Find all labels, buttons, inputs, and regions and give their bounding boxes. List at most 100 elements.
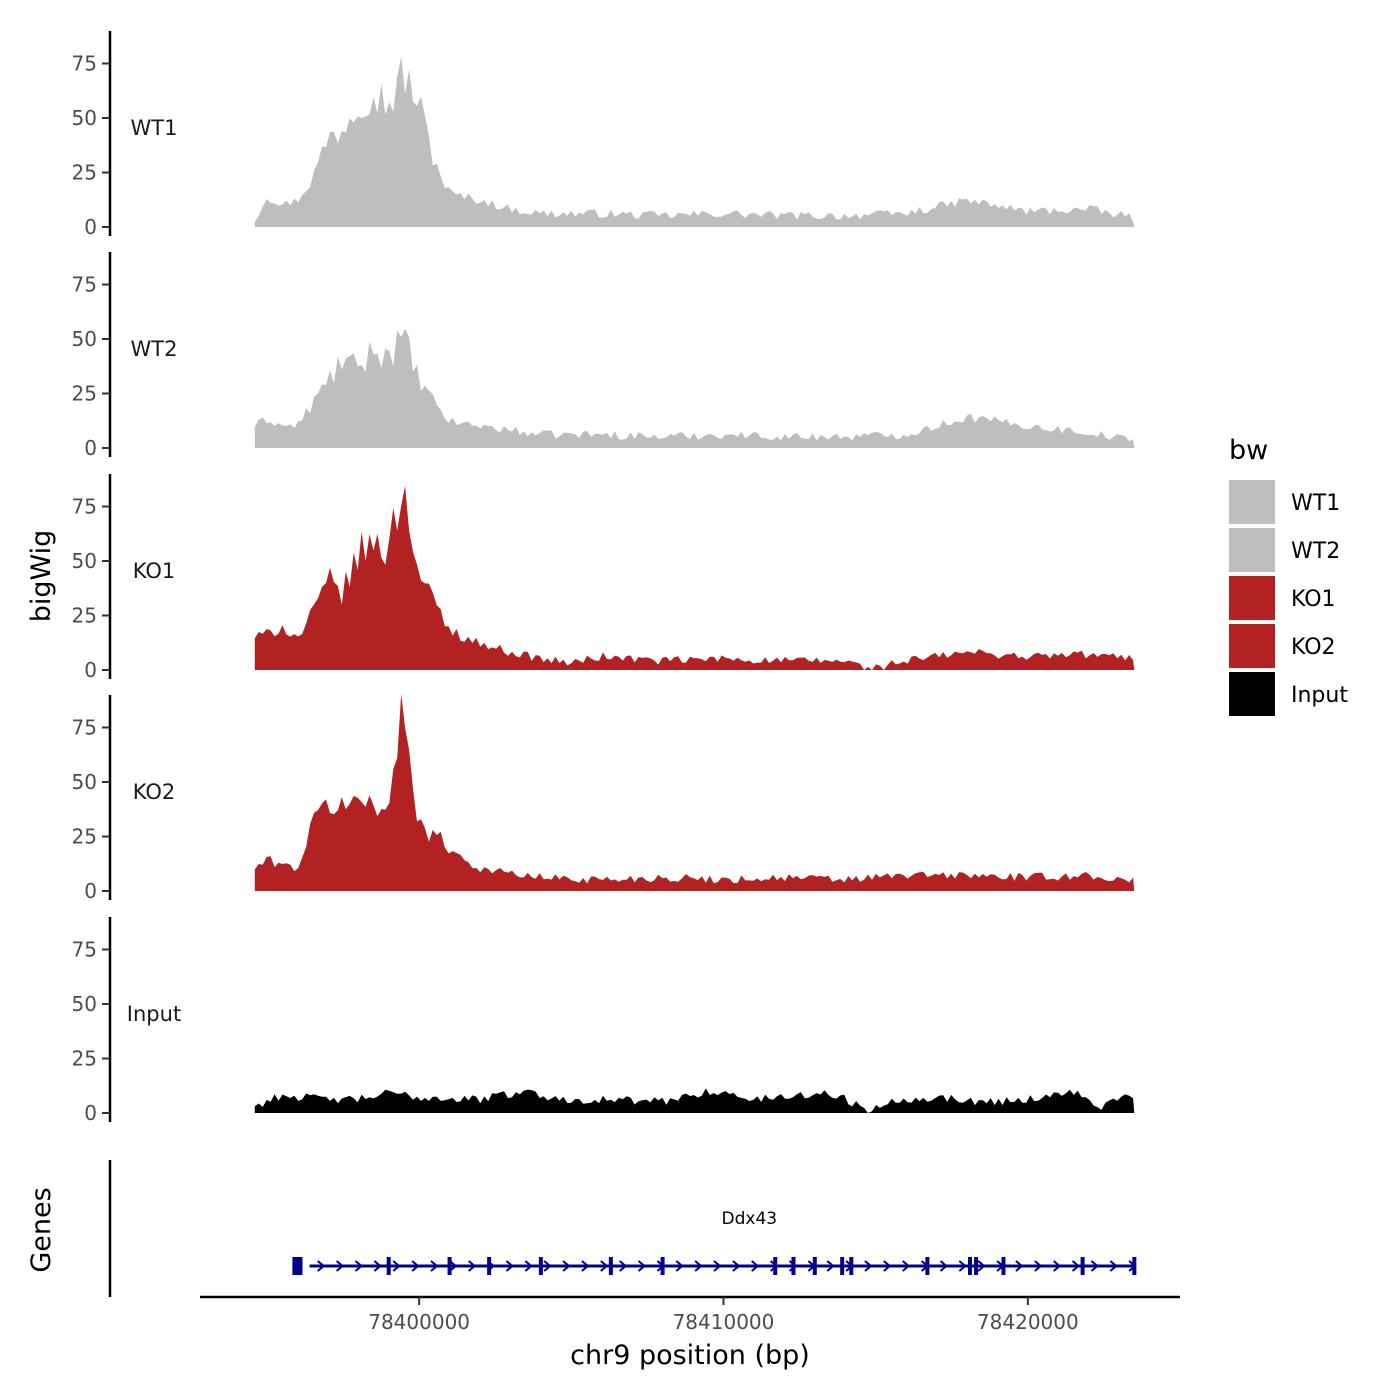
strand-arrow xyxy=(732,1260,741,1272)
strand-arrow xyxy=(581,1260,590,1272)
y-tick-label: 50 xyxy=(72,106,97,130)
strand-arrow xyxy=(543,1260,552,1272)
y-tick-label: 75 xyxy=(72,495,97,519)
strand-arrow xyxy=(864,1260,873,1272)
y-tick-label: 75 xyxy=(72,938,97,962)
exon xyxy=(608,1257,613,1275)
y-tick-label: 0 xyxy=(84,1101,97,1125)
strand-arrow xyxy=(675,1260,684,1272)
strand-arrow xyxy=(392,1260,401,1272)
y-tick-label: 25 xyxy=(72,161,97,185)
genes-panel-title: Genes xyxy=(26,1187,57,1272)
strand-arrow xyxy=(1090,1260,1099,1272)
legend-label-input: Input xyxy=(1291,683,1348,708)
strand-arrow xyxy=(1034,1260,1043,1272)
y-tick-label: 75 xyxy=(72,52,97,76)
legend-label-wt1: WT1 xyxy=(1291,491,1340,516)
strand-arrow xyxy=(562,1260,571,1272)
y-tick-label: 0 xyxy=(84,215,97,239)
legend-label-wt2: WT2 xyxy=(1291,539,1340,564)
strand-arrow xyxy=(883,1260,892,1272)
legend: bw WT1 WT2 KO1 KO2 Input xyxy=(1229,435,1348,716)
strand-arrow xyxy=(1053,1260,1062,1272)
legend-key-input xyxy=(1229,672,1275,716)
strand-arrow xyxy=(354,1260,364,1272)
exon xyxy=(849,1257,854,1275)
track-ko1: KO1 xyxy=(133,485,1135,670)
track-label-input: Input xyxy=(127,1002,181,1026)
track-area-input xyxy=(254,1088,1135,1113)
exon xyxy=(292,1257,303,1275)
exon xyxy=(968,1257,972,1275)
exon xyxy=(538,1257,543,1275)
track-area-ko2 xyxy=(254,694,1135,891)
exon xyxy=(974,1257,979,1275)
strand-arrow xyxy=(826,1260,835,1272)
track-label-ko2: KO2 xyxy=(133,780,176,804)
exon xyxy=(1080,1257,1085,1275)
strand-arrow xyxy=(977,1260,986,1272)
legend-key-wt1 xyxy=(1229,480,1275,524)
y-tick-label: 0 xyxy=(84,879,97,903)
track-area-wt1 xyxy=(254,56,1135,227)
strand-arrow xyxy=(373,1260,382,1272)
y-tick-label: 50 xyxy=(72,327,97,351)
track-label-wt2: WT2 xyxy=(131,337,178,361)
y-tick-label: 25 xyxy=(72,825,97,849)
y-tick-label: 0 xyxy=(84,658,97,682)
strand-arrow xyxy=(335,1260,345,1272)
y-tick-label: 50 xyxy=(72,770,97,794)
strand-arrow xyxy=(1015,1260,1024,1272)
gene-ddx43: Ddx43 xyxy=(292,1209,1137,1275)
exon xyxy=(660,1257,665,1275)
exon xyxy=(298,1257,303,1275)
strand-arrow xyxy=(430,1260,439,1272)
legend-key-ko1 xyxy=(1229,576,1275,620)
gene-track: Ddx43 xyxy=(292,1209,1137,1275)
strand-arrow xyxy=(694,1260,703,1272)
exon xyxy=(447,1257,452,1275)
coverage-tracks: WT1 WT2 KO1 KO2 Input xyxy=(127,56,1135,1113)
strand-arrow xyxy=(505,1260,514,1272)
legend-label-ko2: KO2 xyxy=(1291,635,1336,660)
x-tick-label: 78420000 xyxy=(977,1310,1079,1334)
y-tick-label: 50 xyxy=(72,992,97,1016)
strand-arrow xyxy=(411,1260,420,1272)
strand-arrow xyxy=(449,1260,458,1272)
strand-arrow xyxy=(713,1260,722,1272)
exon xyxy=(812,1257,817,1275)
exon xyxy=(773,1257,778,1275)
track-area-ko1 xyxy=(254,485,1135,670)
track-area-wt2 xyxy=(254,328,1135,448)
strand-arrow xyxy=(600,1260,609,1272)
track-wt2: WT2 xyxy=(131,328,1135,448)
strand-arrow xyxy=(751,1260,760,1272)
y-tick-label: 25 xyxy=(72,604,97,628)
legend-label-ko1: KO1 xyxy=(1291,587,1336,612)
gene-label: Ddx43 xyxy=(722,1209,778,1229)
axes: 0 25 50 75 0 25 50 75 0 25 50 75 0 25 50 75 0 25 50 75 78400… xyxy=(72,31,1180,1334)
exon xyxy=(386,1257,391,1275)
exon xyxy=(1001,1257,1006,1275)
legend-key-wt2 xyxy=(1229,528,1275,572)
exon xyxy=(840,1257,845,1275)
exon xyxy=(487,1257,492,1275)
strand-arrow xyxy=(902,1260,911,1272)
strand-arrow xyxy=(958,1260,967,1272)
y-tick-label: 0 xyxy=(84,436,97,460)
y-tick-label: 50 xyxy=(72,549,97,573)
exon xyxy=(1132,1257,1137,1275)
track-label-ko1: KO1 xyxy=(133,559,176,583)
track-wt1: WT1 xyxy=(131,56,1135,227)
exon xyxy=(791,1257,796,1275)
exon xyxy=(925,1257,930,1275)
y-tick-label: 75 xyxy=(72,716,97,740)
strand-arrow xyxy=(1071,1260,1081,1272)
strand-arrow xyxy=(524,1260,533,1272)
strand-arrow xyxy=(637,1260,647,1272)
legend-key-ko2 xyxy=(1229,624,1275,668)
strand-arrow xyxy=(939,1260,948,1272)
y-axis-title: bigWig xyxy=(26,530,57,623)
